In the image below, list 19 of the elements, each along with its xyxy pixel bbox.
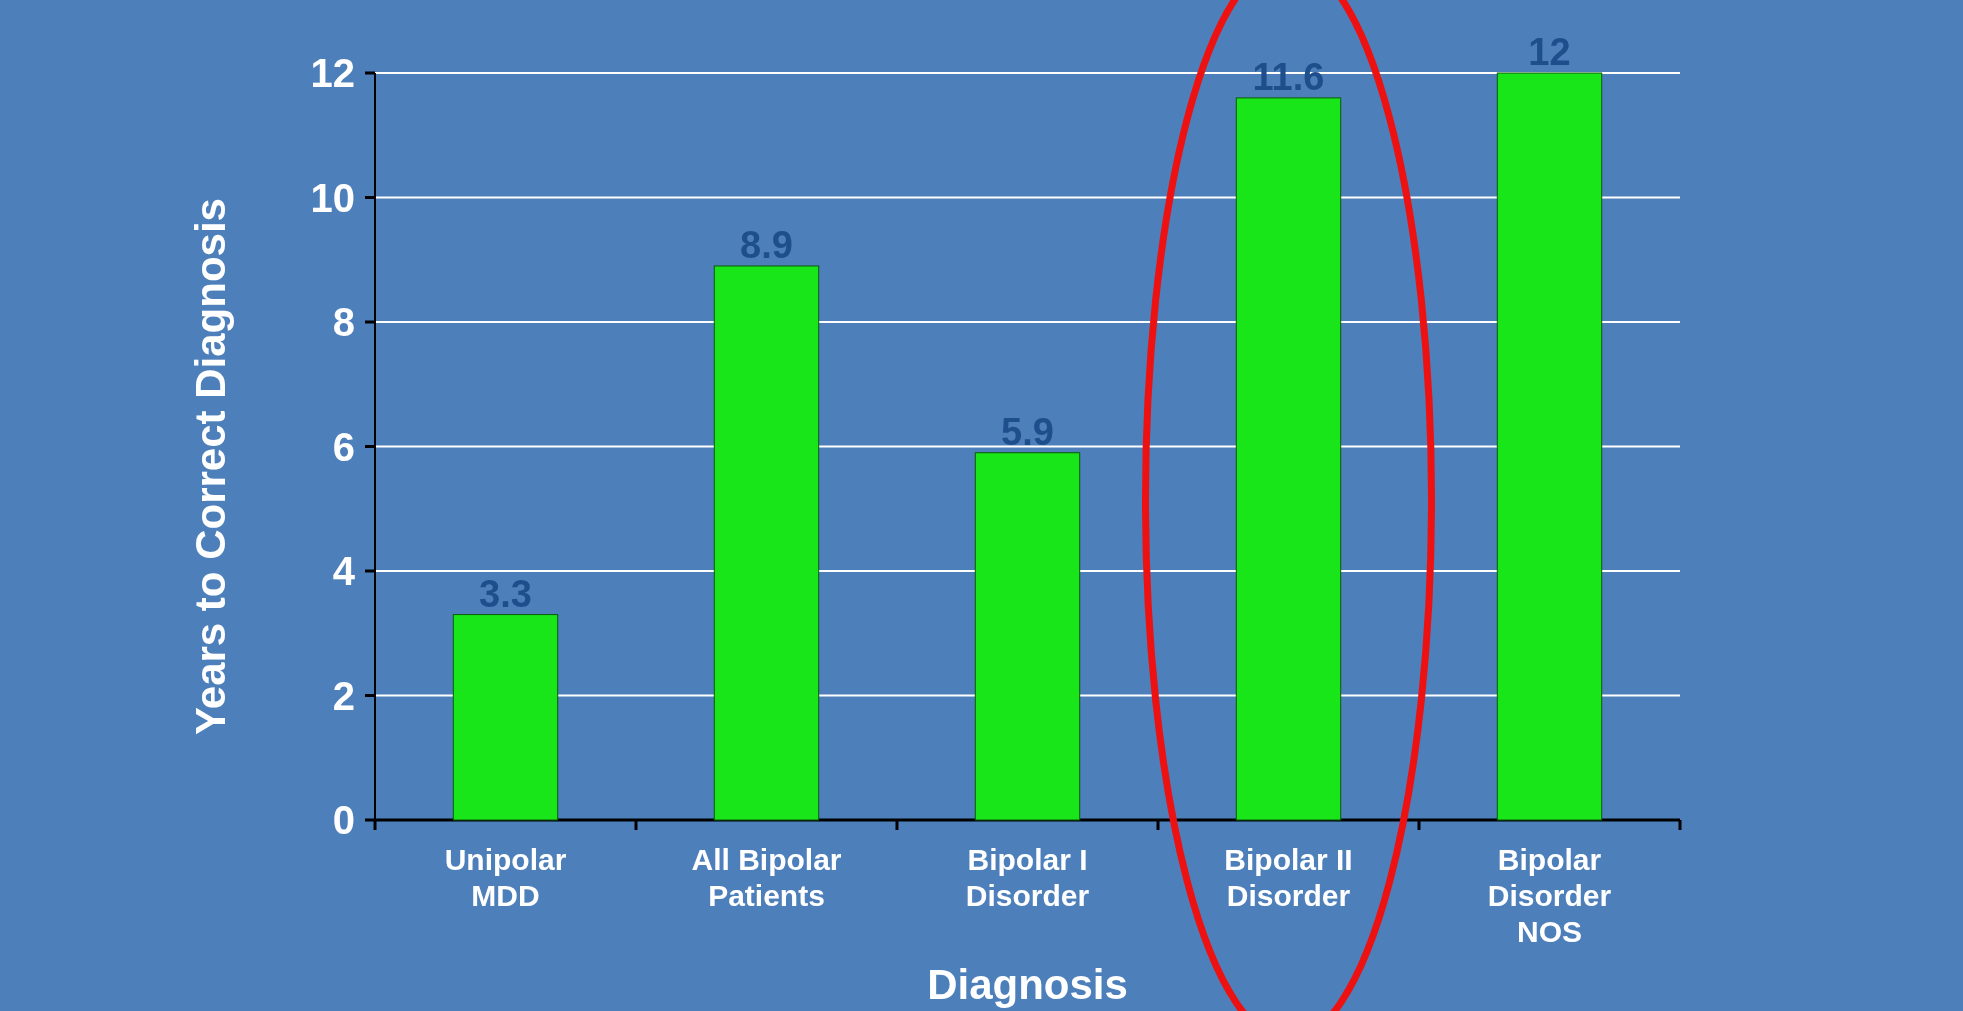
- bar: [1235, 97, 1342, 821]
- bar: [1496, 72, 1603, 821]
- y-tick-label: 12: [310, 51, 355, 95]
- y-tick-label: 0: [332, 798, 355, 842]
- y-tick-label: 4: [332, 549, 356, 593]
- y-tick-label: 6: [332, 424, 355, 469]
- y-tick-label: 8: [332, 300, 355, 344]
- x-tick-label: All Bipolar Patients: [691, 843, 842, 912]
- x-tick-label: Bipolar I Disorder: [965, 843, 1090, 912]
- x-tick-label: Bipolar II Disorder: [1224, 843, 1353, 912]
- y-tick-label: 10: [310, 175, 355, 220]
- y-axis-title: Years to Correct Diagnosis: [187, 198, 234, 735]
- bar: [452, 614, 559, 821]
- x-axis-title: Diagnosis: [927, 961, 1128, 1008]
- x-tick-label: Unipolar MDD: [444, 843, 567, 912]
- bar: [974, 452, 1081, 821]
- bar: [713, 265, 820, 821]
- x-tick-label: Bipolar Disorder NOS: [1487, 843, 1612, 948]
- y-tick-label: 2: [332, 673, 355, 718]
